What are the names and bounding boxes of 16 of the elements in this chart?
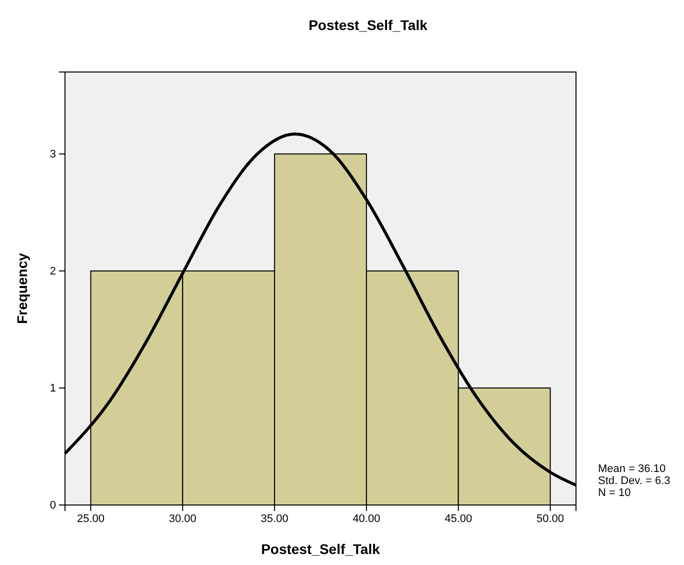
x-axis-title: Postest_Self_Talk [261, 541, 380, 557]
x-tick-label: 25.00 [76, 512, 104, 525]
x-tick-label: 35.00 [260, 512, 288, 525]
y-tick-label: 1 [50, 382, 56, 394]
y-axis-title: Frequency [14, 252, 30, 324]
y-tick-label: 0 [50, 500, 56, 512]
text: Std. Dev. = 6.3 [598, 475, 670, 487]
x-tick-label: 40.00 [352, 512, 380, 525]
chart-title: Postest_Self_Talk [308, 17, 428, 33]
x-tick-label: 30.00 [168, 512, 196, 525]
y-tick-label: 2 [50, 265, 56, 278]
x-tick-label: 45.00 [444, 512, 472, 525]
text: Mean = 36.10 [598, 463, 666, 475]
y-tick-label: 3 [50, 148, 56, 160]
x-tick-label: 50.00 [536, 512, 564, 525]
text: N = 10 [598, 487, 631, 499]
